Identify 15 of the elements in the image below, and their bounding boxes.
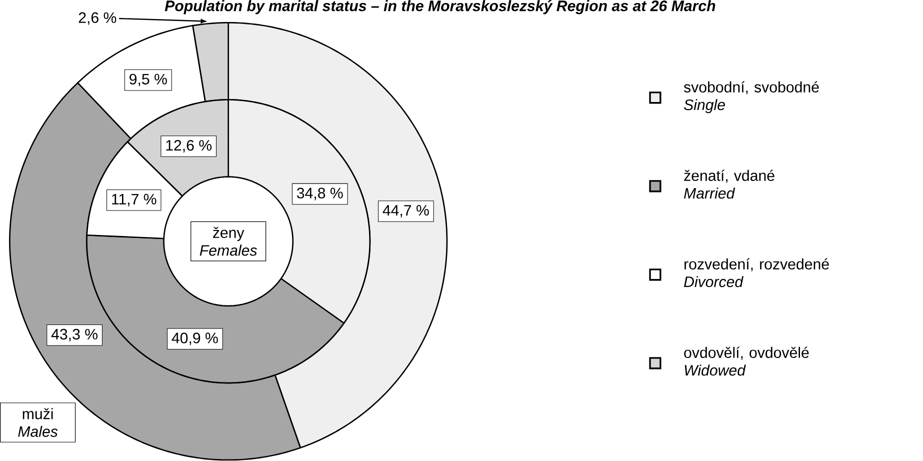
- legend-label: ženatí, vdané Married: [684, 170, 774, 199]
- data-label: 12,6 %: [166, 140, 212, 153]
- data-label: 34,8 %: [296, 188, 343, 200]
- data-label: 43,3 %: [51, 329, 98, 342]
- slice-label: muži Males: [18, 408, 58, 438]
- data-label: 9,5 %: [130, 74, 167, 86]
- data-label: 11,7 %: [112, 194, 156, 206]
- data-label: 2,6 %: [78, 12, 116, 25]
- data-label: 40,9 %: [172, 332, 218, 346]
- legend-label: rozvedení, rozvedené Divorced: [684, 258, 829, 288]
- chart-title: Population by marital status – in the Moravskoslezský Region as at 26 March: [164, 0, 716, 14]
- data-label: 44,7 %: [382, 205, 429, 218]
- legend-label: svobodní, svobodné Single: [684, 81, 819, 114]
- legend-label: ovdovělí, ovdovělé Widowed: [684, 346, 809, 376]
- slice-label: ženy Females: [200, 227, 257, 256]
